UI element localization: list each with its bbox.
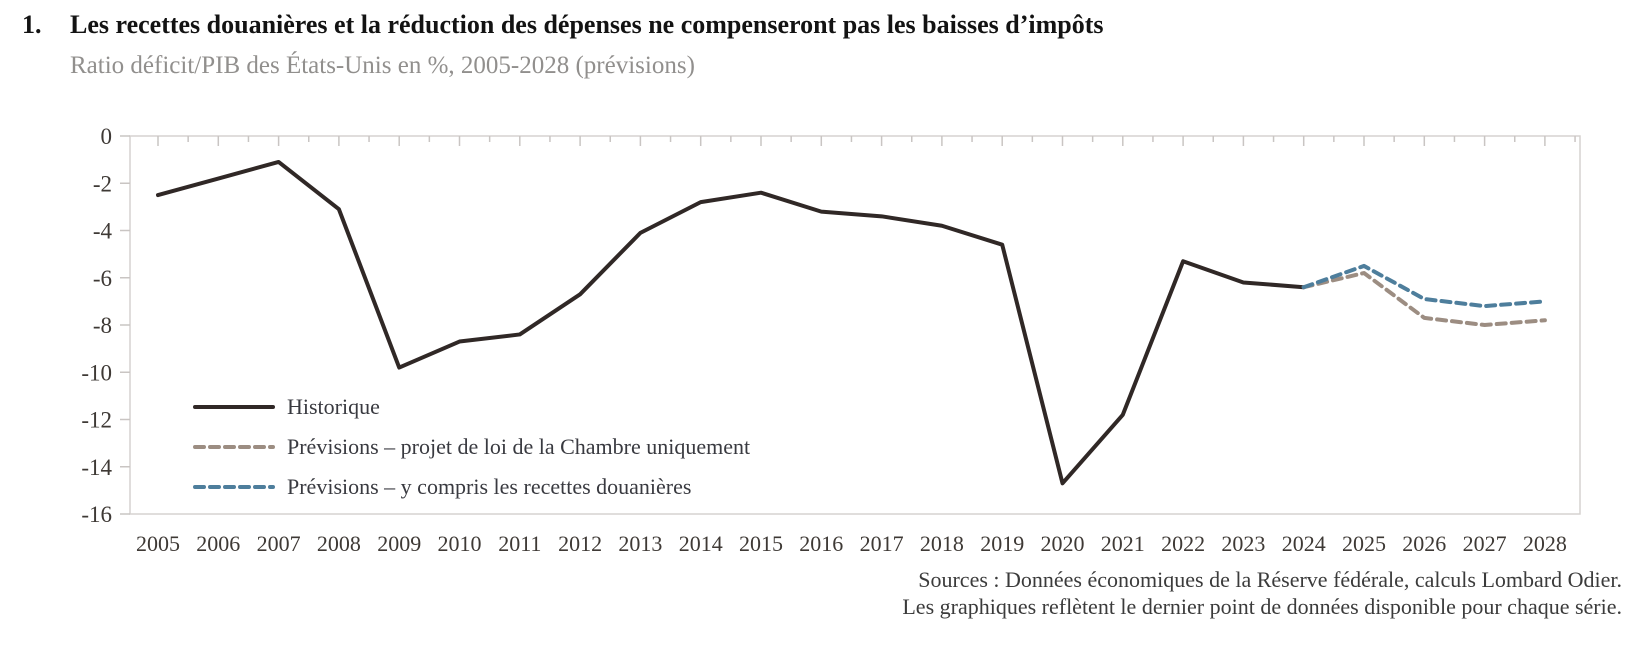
x-axis-label: 2013 xyxy=(618,531,662,556)
x-axis-label: 2012 xyxy=(558,531,602,556)
y-axis-label: 0 xyxy=(101,124,113,149)
figure-subtitle: Ratio déficit/PIB des États-Unis en %, 2… xyxy=(70,52,695,79)
source-note: Sources : Données économiques de la Rése… xyxy=(902,566,1622,620)
x-axis-label: 2026 xyxy=(1402,531,1446,556)
legend-swatch-0 xyxy=(193,405,275,409)
x-axis-label: 2027 xyxy=(1463,531,1507,556)
x-axis-label: 2025 xyxy=(1342,531,1386,556)
x-axis-label: 2018 xyxy=(920,531,964,556)
figure-title: Les recettes douanières et la réduction … xyxy=(70,10,1104,39)
legend-label: Prévisions – projet de loi de la Chambre… xyxy=(287,434,751,459)
source-note-line-2: Les graphiques reflètent le dernier poin… xyxy=(902,594,1622,619)
y-axis-label: -8 xyxy=(93,313,112,338)
y-axis-label: -4 xyxy=(93,219,113,244)
legend-item: Prévisions – y compris les recettes doua… xyxy=(193,467,750,507)
x-axis-label: 2009 xyxy=(377,531,421,556)
x-axis-label: 2005 xyxy=(136,531,180,556)
legend-swatch-2 xyxy=(193,485,275,489)
x-axis-label: 2020 xyxy=(1041,531,1085,556)
legend-swatch-1 xyxy=(193,445,275,449)
y-axis-label: -2 xyxy=(93,171,112,196)
x-axis-label: 2024 xyxy=(1282,531,1326,556)
x-axis-label: 2008 xyxy=(317,531,361,556)
y-axis-label: -6 xyxy=(93,266,112,291)
x-axis-label: 2014 xyxy=(679,531,723,556)
legend-item: Prévisions – projet de loi de la Chambre… xyxy=(193,427,750,467)
x-axis-label: 2021 xyxy=(1101,531,1145,556)
x-axis-label: 2006 xyxy=(196,531,240,556)
legend-label: Prévisions – y compris les recettes doua… xyxy=(287,474,692,499)
x-axis-label: 2019 xyxy=(980,531,1024,556)
y-axis-label: -14 xyxy=(81,455,112,480)
legend-item: Historique xyxy=(193,387,750,427)
x-axis-label: 2010 xyxy=(438,531,482,556)
y-axis-label: -12 xyxy=(81,408,112,433)
x-axis-label: 2028 xyxy=(1523,531,1567,556)
source-note-line-1: Sources : Données économiques de la Rése… xyxy=(918,567,1622,592)
x-axis-label: 2015 xyxy=(739,531,783,556)
y-axis-label: -16 xyxy=(81,502,112,527)
figure-header: 1. Les recettes douanières et la réducti… xyxy=(22,10,1103,40)
y-axis-label: -10 xyxy=(81,360,112,385)
x-axis-label: 2022 xyxy=(1161,531,1205,556)
chart-legend: Historique Prévisions – projet de loi de … xyxy=(193,387,750,507)
x-axis-label: 2016 xyxy=(799,531,843,556)
series-line-2 xyxy=(1301,263,1547,309)
series-line-0 xyxy=(156,159,1306,486)
x-axis-label: 2011 xyxy=(498,531,541,556)
x-axis-label: 2017 xyxy=(860,531,904,556)
series-line-1 xyxy=(1301,271,1547,327)
legend-label: Historique xyxy=(287,394,380,419)
x-axis-label: 2007 xyxy=(257,531,301,556)
x-axis-label: 2023 xyxy=(1221,531,1265,556)
figure-number: 1. xyxy=(22,10,42,39)
